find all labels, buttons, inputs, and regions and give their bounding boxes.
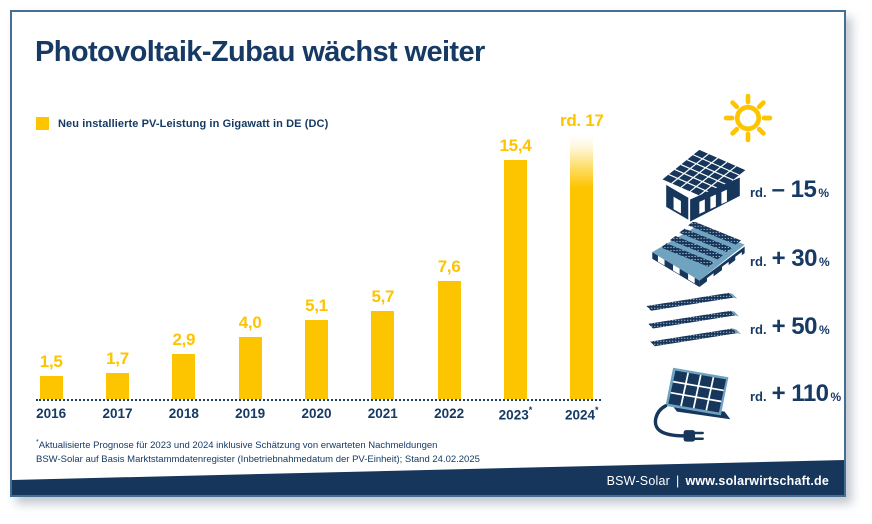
bar-column: 5,1 <box>283 296 349 399</box>
bar <box>570 135 594 399</box>
ground-mounted-pv-icon <box>646 292 741 347</box>
x-tick-label: 2019 <box>235 406 266 421</box>
footnote-line-2: BSW-Solar auf Basis Marktstammdatenregis… <box>36 453 480 465</box>
x-tick-label: 2024* <box>565 405 599 423</box>
bar <box>238 337 262 399</box>
segment-label-ground-mounted: rd. + 50 % <box>750 313 830 340</box>
house-rooftop-pv-icon <box>662 149 746 222</box>
bar-value-label: 1,7 <box>106 349 129 368</box>
bar-value-label: 5,1 <box>305 296 328 315</box>
bar-chart: 1,5 1,7 2,9 4,0 5,1 5,7 7,6 15,4 rd. 17 2016 2017… <box>18 110 615 423</box>
bar-column: rd. 17 <box>549 111 615 399</box>
bar-column: 1,7 <box>84 349 150 399</box>
segment-label-rooftop-residential: rd. – 15 % <box>750 176 830 203</box>
bar-chart-columns: 1,5 1,7 2,9 4,0 5,1 5,7 7,6 15,4 rd. 17 <box>18 110 615 399</box>
page-title: Photovoltaik-Zubau wächst weiter <box>35 36 485 68</box>
bar-value-label: rd. 17 <box>560 111 604 130</box>
bar-value-label: 1,5 <box>39 352 63 371</box>
bar <box>105 373 129 399</box>
x-tick-label: 2023* <box>498 405 533 423</box>
bar-column: 7,6 <box>416 257 482 399</box>
sun-icon <box>723 93 773 143</box>
bar-column: 15,4 <box>482 136 548 399</box>
footnote-line-1: *Aktualisierte Prognose für 2023 und 202… <box>36 439 438 452</box>
bar-column: 1,5 <box>18 352 84 399</box>
footer-separator: | <box>675 474 680 488</box>
bar-value-label: 15,4 <box>499 136 532 155</box>
x-tick-label: 2017 <box>102 406 133 421</box>
chart-legend: Neu installierte PV-Leistung in Gigawatt… <box>36 117 328 130</box>
bar-column: 2,9 <box>151 330 217 399</box>
legend-label: Neu installierte PV-Leistung in Gigawatt… <box>58 117 329 130</box>
x-tick-label: 2022 <box>434 406 465 421</box>
x-tick-label: 2018 <box>168 406 199 421</box>
bar-value-label: 5,7 <box>371 287 395 306</box>
footer-url: www.solarwirtschaft.de <box>685 474 829 488</box>
bar-value-label: 4,0 <box>238 313 262 332</box>
bar <box>172 354 196 399</box>
balcony-pv-plug-icon <box>653 367 731 442</box>
x-tick-label: 2016 <box>36 406 67 421</box>
legend-swatch <box>36 117 49 130</box>
segment-label-balcony-pv: rd. + 110 % <box>750 380 842 407</box>
bar-value-label: 2,9 <box>172 330 196 349</box>
footnote: *Aktualisierte Prognose für 2023 und 202… <box>36 436 480 466</box>
bar <box>503 160 527 399</box>
bar-column: 4,0 <box>217 313 283 399</box>
bar <box>371 311 395 399</box>
bar-chart-years: 2016 2017 2018 2019 2020 2021 2022 2023* 2024* <box>18 405 615 423</box>
segment-label-rooftop-commercial: rd. + 30 % <box>750 245 830 272</box>
commercial-flat-roof-pv-icon <box>652 222 745 288</box>
bar-column: 5,7 <box>350 287 416 399</box>
footer-text: BSW-Solar | www.solarwirtschaft.de <box>607 474 829 488</box>
x-tick-label: 2020 <box>301 406 332 421</box>
x-tick-label: 2021 <box>367 406 398 421</box>
bar-value-label: 7,6 <box>437 257 461 276</box>
infographic-card: Photovoltaik-Zubau wächst weiter Neu ins… <box>10 10 846 497</box>
x-axis-baseline <box>36 399 601 401</box>
bar <box>437 281 461 399</box>
bar <box>39 376 63 399</box>
bar <box>304 320 328 399</box>
footer-org: BSW-Solar <box>606 474 670 488</box>
